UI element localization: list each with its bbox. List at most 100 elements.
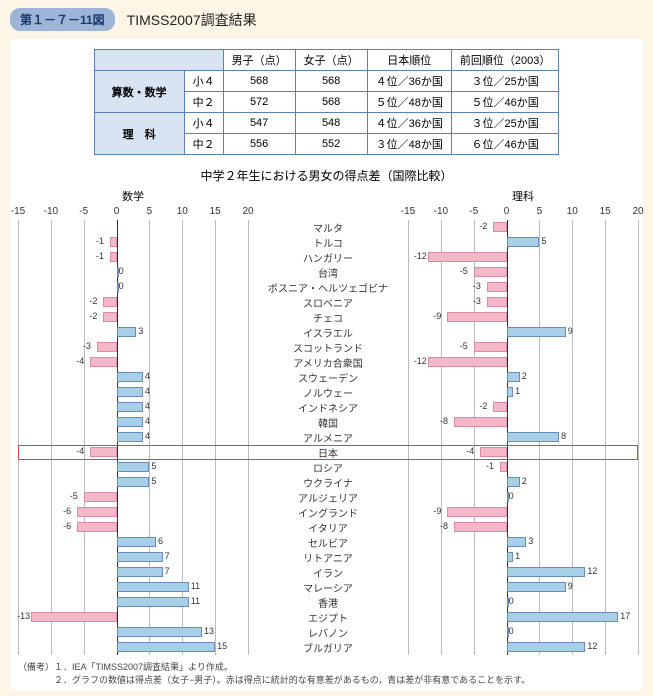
math-bar-cell: 5 bbox=[18, 460, 248, 475]
math-bar-cell: -5 bbox=[18, 490, 248, 505]
math-bar-cell: 4 bbox=[18, 415, 248, 430]
math-bar-cell: -4 bbox=[18, 355, 248, 370]
chart-row: 13レバノン0 bbox=[18, 625, 638, 640]
footnotes: （備考）１．IEA「TIMSS2007調査結果」より作成。 ２．グラフの数値は得… bbox=[18, 661, 635, 686]
science-bar-cell: -3 bbox=[408, 295, 638, 310]
science-bar-cell: 5 bbox=[408, 235, 638, 250]
country-label: イスラエル bbox=[248, 325, 408, 340]
chart-row: -1トルコ5 bbox=[18, 235, 638, 250]
math-bar-cell: 4 bbox=[18, 400, 248, 415]
math-bar-cell: 4 bbox=[18, 370, 248, 385]
science-bar-cell: -2 bbox=[408, 400, 638, 415]
math-bar-cell: 5 bbox=[18, 475, 248, 490]
country-label: ブルガリア bbox=[248, 640, 408, 655]
chart-row: -6イタリア-8 bbox=[18, 520, 638, 535]
science-bar-cell: -1 bbox=[408, 460, 638, 475]
math-bar-cell: 13 bbox=[18, 625, 248, 640]
chart-row: -4アメリカ合衆国-12 bbox=[18, 355, 638, 370]
figure-title: TIMSS2007調査結果 bbox=[127, 10, 257, 30]
math-bar-cell: 6 bbox=[18, 535, 248, 550]
math-bar-cell: -1 bbox=[18, 250, 248, 265]
col-header: 男子（点） bbox=[223, 50, 295, 71]
chart-row: マルタ-2 bbox=[18, 220, 638, 235]
chart-title: 中学２年生における男女の得点差（国際比較） bbox=[18, 167, 635, 184]
country-label: イングランド bbox=[248, 505, 408, 520]
chart-row: 0ボスニア・ヘルツェゴビナ-3 bbox=[18, 280, 638, 295]
chart-row: -13エジプト17 bbox=[18, 610, 638, 625]
country-label: 日本 bbox=[248, 445, 408, 460]
figure-number: 第１－７－11図 bbox=[10, 8, 115, 31]
country-label: エジプト bbox=[248, 610, 408, 625]
chart-row: 11香港0 bbox=[18, 595, 638, 610]
science-bar-cell: 1 bbox=[408, 550, 638, 565]
science-bar-cell: -8 bbox=[408, 520, 638, 535]
chart-row: -6イングランド-9 bbox=[18, 505, 638, 520]
country-label: レバノン bbox=[248, 625, 408, 640]
chart-row: 0台湾-5 bbox=[18, 265, 638, 280]
country-label: ウクライナ bbox=[248, 475, 408, 490]
math-bar-cell: 11 bbox=[18, 595, 248, 610]
country-label: トルコ bbox=[248, 235, 408, 250]
science-bar-cell: 1 bbox=[408, 385, 638, 400]
country-label: スコットランド bbox=[248, 340, 408, 355]
country-label: アルジェリア bbox=[248, 490, 408, 505]
country-label: スウェーデン bbox=[248, 370, 408, 385]
chart-row: 5ロシア-1 bbox=[18, 460, 638, 475]
chart-row: -1ハンガリー-12 bbox=[18, 250, 638, 265]
row-group: 算数・数学 bbox=[94, 71, 184, 113]
right-axis-label: 理科 bbox=[408, 188, 638, 204]
math-bar-cell: -2 bbox=[18, 295, 248, 310]
country-label: ハンガリー bbox=[248, 250, 408, 265]
math-bar-cell: 11 bbox=[18, 580, 248, 595]
science-bar-cell: 9 bbox=[408, 325, 638, 340]
grade-cell: 中２ bbox=[184, 92, 223, 113]
grade-cell: 中２ bbox=[184, 134, 223, 155]
science-bar-cell: -2 bbox=[408, 220, 638, 235]
country-label: リトアニア bbox=[248, 550, 408, 565]
math-bar-cell: 0 bbox=[18, 265, 248, 280]
math-bar-cell: -6 bbox=[18, 505, 248, 520]
chart-row: 4韓国-8 bbox=[18, 415, 638, 430]
science-bar-cell: -12 bbox=[408, 250, 638, 265]
science-bar-cell: 2 bbox=[408, 370, 638, 385]
country-label: スロベニア bbox=[248, 295, 408, 310]
science-bar-cell: 12 bbox=[408, 640, 638, 655]
chart-row: 5ウクライナ2 bbox=[18, 475, 638, 490]
left-axis-label: 数学 bbox=[18, 188, 248, 204]
science-bar-cell: 12 bbox=[408, 565, 638, 580]
country-label: マルタ bbox=[248, 220, 408, 235]
science-bar-cell: -9 bbox=[408, 505, 638, 520]
chart-row: -3スコットランド-5 bbox=[18, 340, 638, 355]
math-bar-cell: -13 bbox=[18, 610, 248, 625]
science-bar-cell: 2 bbox=[408, 475, 638, 490]
chart-row: 4ノルウェー1 bbox=[18, 385, 638, 400]
country-label: インドネシア bbox=[248, 400, 408, 415]
country-label: セルビア bbox=[248, 535, 408, 550]
math-bar-cell: 7 bbox=[18, 550, 248, 565]
col-header: 女子（点） bbox=[295, 50, 367, 71]
country-label: イラン bbox=[248, 565, 408, 580]
science-bar-cell: 9 bbox=[408, 580, 638, 595]
grade-cell: 小４ bbox=[184, 71, 223, 92]
science-bar-cell: -9 bbox=[408, 310, 638, 325]
math-bar-cell: 7 bbox=[18, 565, 248, 580]
col-header: 前回順位（2003） bbox=[451, 50, 558, 71]
science-bar-cell: -3 bbox=[408, 280, 638, 295]
chart-row: -2スロベニア-3 bbox=[18, 295, 638, 310]
chart-row: 7イラン12 bbox=[18, 565, 638, 580]
chart-row: 4インドネシア-2 bbox=[18, 400, 638, 415]
science-bar-cell: 0 bbox=[408, 490, 638, 505]
chart-row: 4アルメニア8 bbox=[18, 430, 638, 445]
score-table: 男子（点）女子（点）日本順位前回順位（2003）算数・数学小４568568４位／… bbox=[94, 49, 560, 155]
math-bar-cell: 15 bbox=[18, 640, 248, 655]
science-bar-cell: 3 bbox=[408, 535, 638, 550]
col-header: 日本順位 bbox=[367, 50, 451, 71]
country-label: ボスニア・ヘルツェゴビナ bbox=[248, 280, 408, 295]
math-bar-cell: -4 bbox=[18, 445, 248, 460]
science-bar-cell: 17 bbox=[408, 610, 638, 625]
diverging-bar-chart: 数学 理科 -15-10-505101520 -15-10-505101520 … bbox=[18, 188, 638, 655]
country-label: アルメニア bbox=[248, 430, 408, 445]
science-bar-cell: -4 bbox=[408, 445, 638, 460]
math-bar-cell: 4 bbox=[18, 430, 248, 445]
country-label: チェコ bbox=[248, 310, 408, 325]
